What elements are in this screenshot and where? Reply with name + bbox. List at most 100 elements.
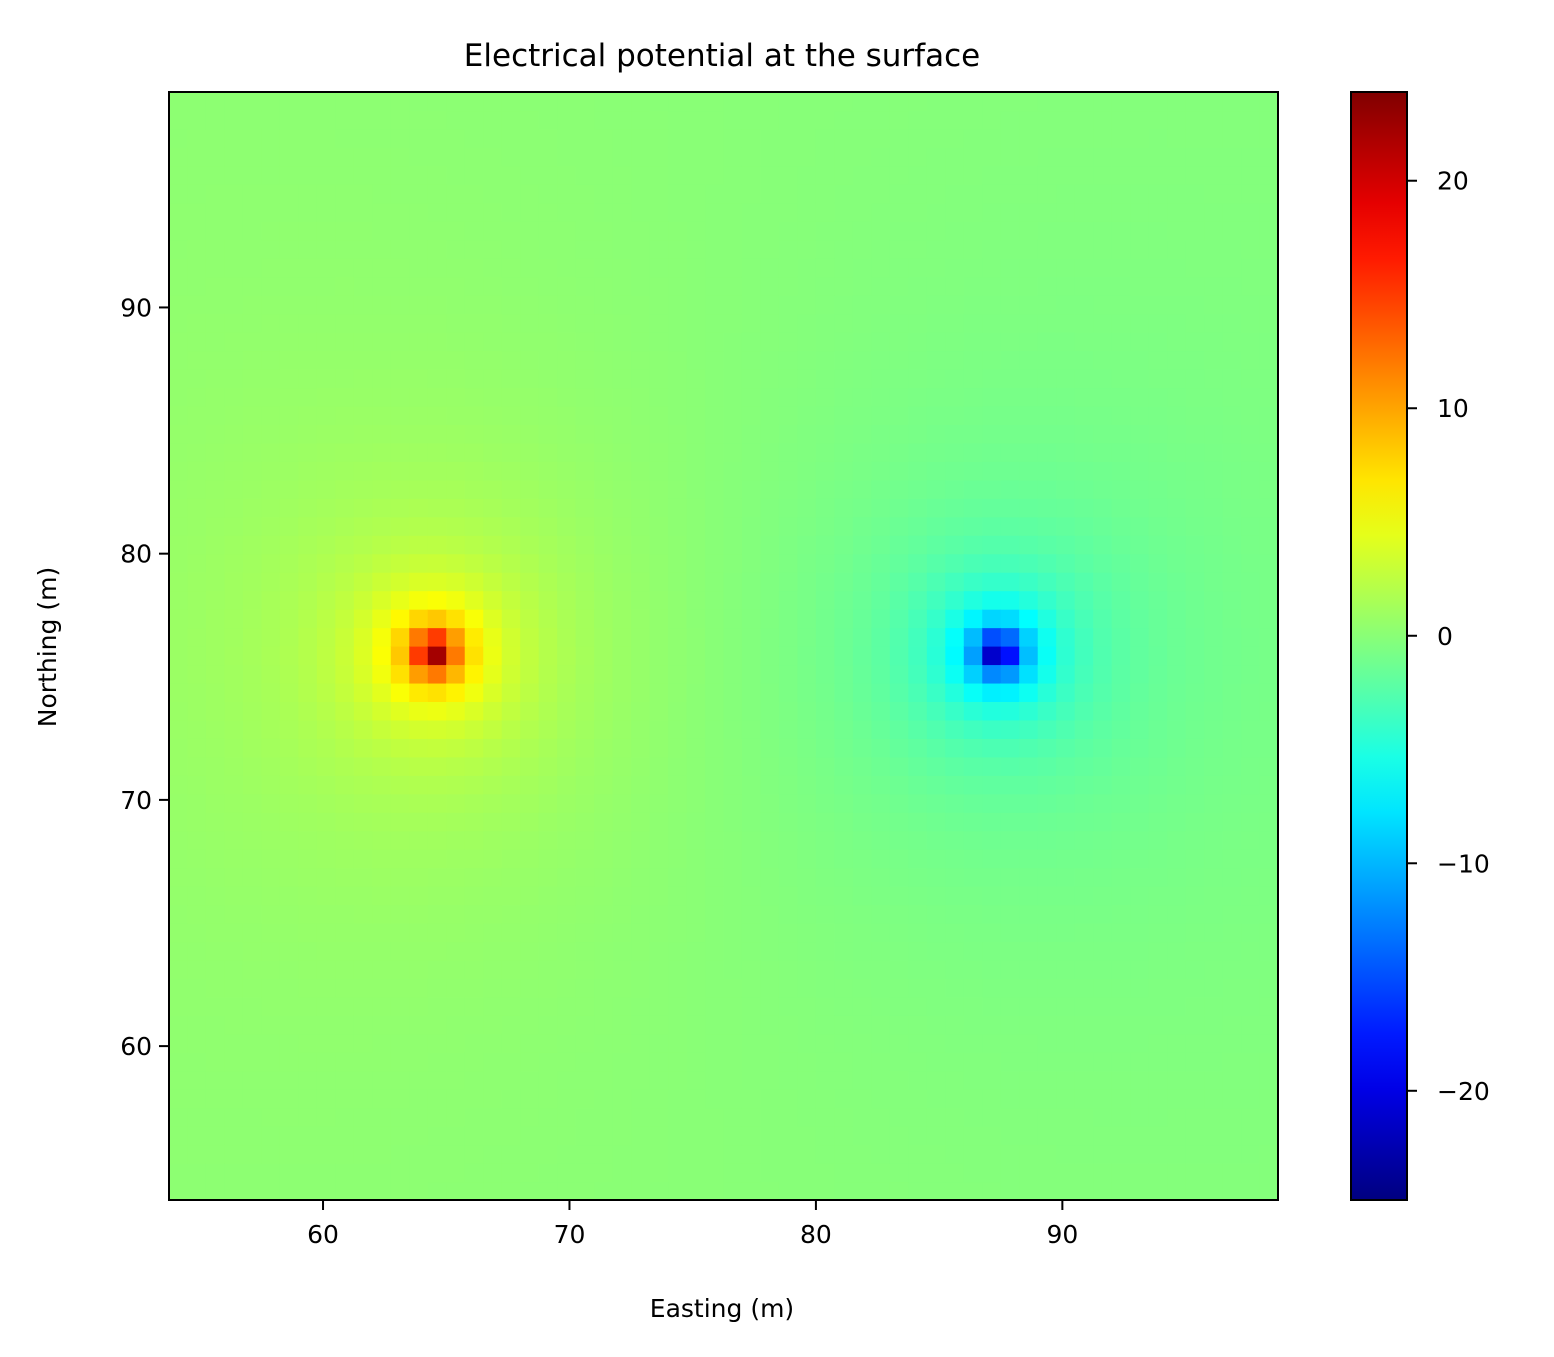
heatmap-cell [1000, 923, 1020, 943]
heatmap-cell [1167, 1015, 1187, 1035]
heatmap-cell [705, 664, 725, 684]
heatmap-cell [1056, 775, 1076, 795]
heatmap-cell [649, 775, 669, 795]
heatmap-cell [1185, 128, 1205, 148]
heatmap-cell [926, 479, 946, 499]
heatmap-cell [741, 1181, 762, 1201]
heatmap-cell [205, 590, 226, 610]
heatmap-cell [1259, 147, 1279, 167]
heatmap-cell [575, 1163, 595, 1183]
heatmap-cell [963, 258, 983, 278]
heatmap-cell [963, 941, 983, 961]
heatmap-cell [1204, 516, 1224, 536]
heatmap-cell [390, 775, 410, 795]
heatmap-cell [889, 627, 909, 647]
heatmap-cell [963, 996, 983, 1016]
heatmap-cell [298, 959, 318, 979]
heatmap-cell [594, 276, 614, 296]
heatmap-cell [1093, 1107, 1113, 1127]
heatmap-cell [187, 664, 207, 684]
heatmap-cell [1185, 886, 1205, 906]
heatmap-cell [686, 590, 706, 610]
heatmap-cell [594, 701, 614, 721]
heatmap-cell [594, 553, 614, 573]
heatmap-cell [705, 830, 725, 850]
heatmap-cell [963, 498, 983, 518]
heatmap-cell [1074, 221, 1094, 241]
heatmap-cell [926, 1144, 946, 1164]
heatmap-cell [649, 239, 669, 259]
heatmap-cell [446, 1181, 466, 1201]
heatmap-cell [205, 295, 226, 315]
heatmap-cell [705, 646, 725, 666]
heatmap-cell [963, 1052, 983, 1072]
heatmap-cell [797, 812, 817, 832]
heatmap-cell [594, 498, 614, 518]
heatmap-cell [261, 738, 281, 758]
heatmap-cell [1019, 295, 1039, 315]
heatmap-cell [1093, 701, 1113, 721]
heatmap-cell [797, 128, 817, 148]
heatmap-cell [926, 239, 946, 259]
heatmap-cell [1037, 867, 1057, 887]
heatmap-cell [1167, 1144, 1187, 1164]
heatmap-cell [205, 535, 226, 555]
heatmap-cell [575, 387, 595, 407]
heatmap-cell [594, 1126, 614, 1146]
heatmap-cell [557, 92, 577, 112]
heatmap-cell [834, 1163, 854, 1183]
heatmap-cell [1000, 516, 1020, 536]
heatmap-cell [298, 553, 318, 573]
heatmap-cell [1130, 332, 1150, 352]
heatmap-cell [557, 978, 577, 998]
heatmap-cell [723, 184, 743, 204]
heatmap-cell [1111, 793, 1131, 813]
heatmap-cell [1148, 1126, 1168, 1146]
heatmap-cell [982, 553, 1002, 573]
heatmap-cell [1056, 92, 1076, 112]
heatmap-cell [372, 1052, 392, 1072]
heatmap-cell [1074, 830, 1094, 850]
heatmap-cell [852, 756, 872, 776]
heatmap-cell [1185, 405, 1205, 425]
heatmap-cell [520, 978, 540, 998]
heatmap-cell [723, 1181, 743, 1201]
heatmap-cell [1019, 849, 1039, 869]
heatmap-cell [205, 941, 226, 961]
heatmap-cell [335, 461, 355, 481]
heatmap-cell [834, 1089, 854, 1109]
heatmap-cell [852, 369, 872, 389]
heatmap-cell [316, 553, 336, 573]
heatmap-cell [501, 738, 521, 758]
heatmap-cell [760, 849, 780, 869]
heatmap-cell [427, 128, 447, 148]
heatmap-cell [1222, 830, 1242, 850]
heatmap-cell [427, 812, 447, 832]
heatmap-cell [834, 664, 854, 684]
heatmap-cell [741, 442, 762, 462]
heatmap-cell [1056, 627, 1076, 647]
heatmap-cell [926, 424, 946, 444]
heatmap-cell [1074, 812, 1094, 832]
heatmap-cell [797, 461, 817, 481]
heatmap-cell [631, 590, 651, 610]
heatmap-cell [1019, 405, 1039, 425]
heatmap-cell [427, 1070, 447, 1090]
heatmap-cell [353, 886, 373, 906]
heatmap-cell [945, 941, 965, 961]
heatmap-cell [945, 387, 965, 407]
heatmap-cell [1130, 516, 1150, 536]
heatmap-cell [298, 110, 318, 130]
heatmap-cell [557, 830, 577, 850]
heatmap-cell [261, 479, 281, 499]
heatmap-cell [705, 1144, 725, 1164]
heatmap-cell [778, 904, 799, 924]
heatmap-cell [1111, 701, 1131, 721]
heatmap-cell [908, 959, 928, 979]
heatmap-cell [1074, 923, 1094, 943]
heatmap-cell [1167, 165, 1187, 185]
heatmap-cell [963, 627, 983, 647]
heatmap-cell [908, 1015, 928, 1035]
heatmap-cell [1204, 424, 1224, 444]
heatmap-cell [705, 719, 725, 739]
